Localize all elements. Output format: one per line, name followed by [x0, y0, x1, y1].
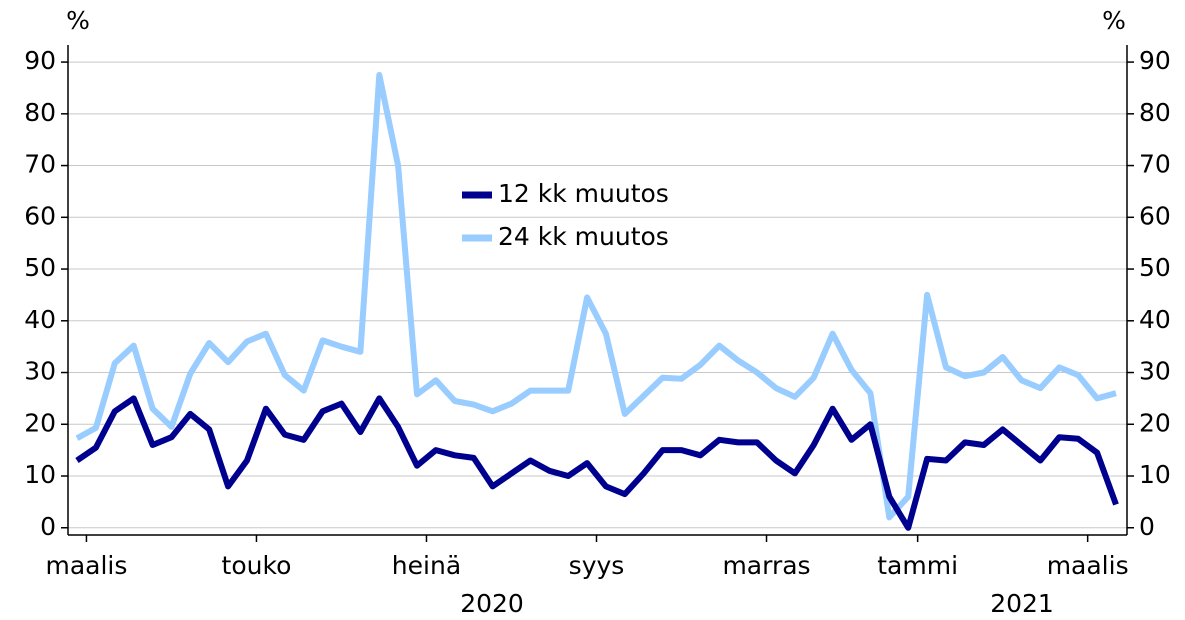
y2-tick-label: 80	[1139, 98, 1171, 127]
x-tick-label: heinä	[392, 551, 461, 580]
y-tick-label: 40	[24, 305, 56, 334]
y-tick-label: 10	[24, 460, 56, 489]
legend-label: 12 kk muutos	[498, 179, 669, 208]
x-tick-label: maalis	[45, 551, 127, 580]
year-label: 2021	[990, 589, 1054, 618]
y2-tick-label: 0	[1139, 512, 1155, 541]
y-tick-label: 70	[24, 150, 56, 179]
y-unit: %	[66, 6, 90, 35]
x-tick-label: syys	[569, 551, 625, 580]
y-tick-label: 60	[24, 201, 56, 230]
y2-tick-label: 40	[1139, 305, 1171, 334]
y2-tick-label: 10	[1139, 460, 1171, 489]
legend-label: 24 kk muutos	[498, 222, 669, 251]
y-tick-label: 80	[24, 98, 56, 127]
x-tick-label: touko	[222, 551, 292, 580]
y-tick-label: 50	[24, 253, 56, 282]
y2-tick-label: 50	[1139, 253, 1171, 282]
x-tick-label: tammi	[877, 551, 958, 580]
series-line	[75, 72, 1117, 521]
y2-tick-label: 90	[1139, 46, 1171, 75]
x-tick-label: maalis	[1047, 551, 1129, 580]
y-tick-label: 20	[24, 408, 56, 437]
series-line	[75, 395, 1119, 531]
year-label: 2020	[460, 589, 524, 618]
y-tick-label: 0	[40, 512, 56, 541]
y2-tick-label: 20	[1139, 408, 1171, 437]
y-tick-label: 90	[24, 46, 56, 75]
y2-tick-label: 30	[1139, 357, 1171, 386]
y-tick-label: 30	[24, 357, 56, 386]
y2-unit: %	[1102, 6, 1126, 35]
y2-tick-label: 60	[1139, 201, 1171, 230]
x-tick-label: marras	[722, 551, 810, 580]
y2-tick-label: 70	[1139, 150, 1171, 179]
